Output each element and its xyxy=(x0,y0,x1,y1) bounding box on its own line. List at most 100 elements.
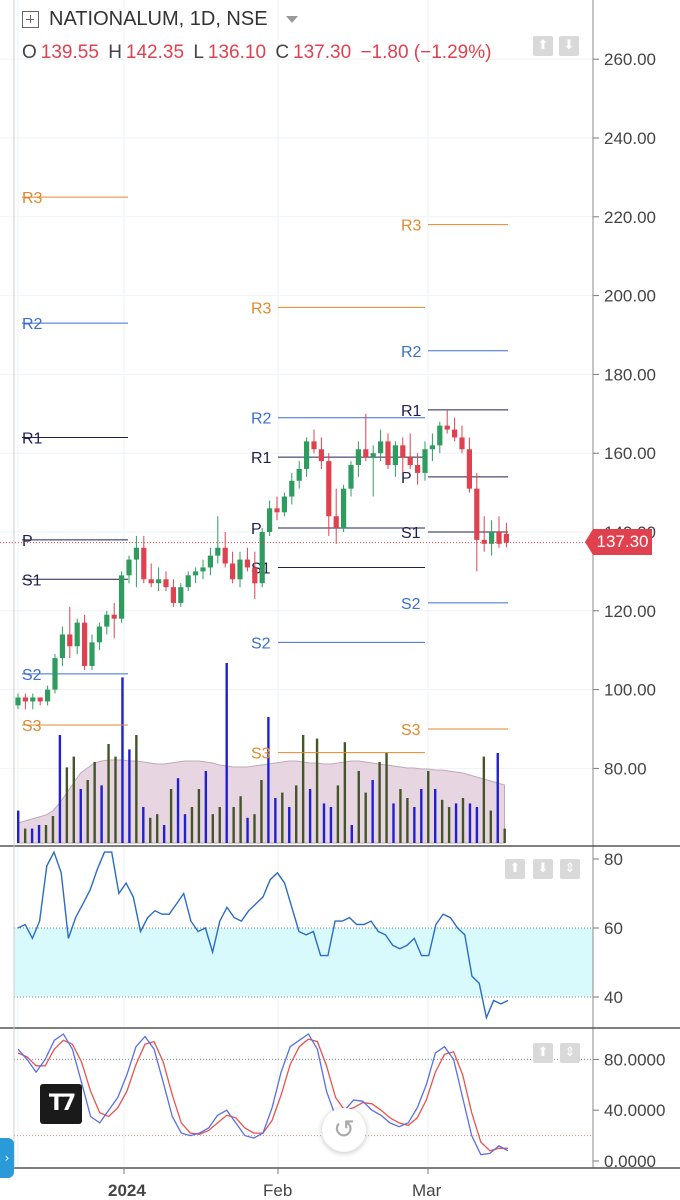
volume-bar xyxy=(58,735,62,843)
volume-bar xyxy=(232,807,235,843)
replay-icon[interactable]: ↺ xyxy=(322,1108,366,1152)
arrow-down-icon[interactable]: ⬇ xyxy=(533,859,553,879)
volume-bar xyxy=(468,803,472,843)
candle-body xyxy=(474,488,480,540)
arrow-up-icon[interactable]: ⬆ xyxy=(533,1043,553,1063)
volume-bar xyxy=(489,810,492,843)
volume-bar xyxy=(413,807,416,843)
candle-body xyxy=(141,547,147,580)
symbol-title[interactable]: NATIONALUM, 1D, NSE xyxy=(22,8,298,31)
pivot-label: S2 xyxy=(401,596,421,613)
volume-bar xyxy=(288,807,291,843)
volume-bar xyxy=(392,803,395,843)
candle-body xyxy=(259,532,265,584)
close-value: 137.30 xyxy=(293,42,352,63)
candle-body xyxy=(222,547,228,564)
candle-body xyxy=(407,457,413,466)
volume-bar xyxy=(44,825,48,843)
candle-body xyxy=(207,555,213,568)
settings-icon[interactable]: ⇕ xyxy=(560,859,580,879)
volume-bar xyxy=(37,825,41,843)
volume-bar xyxy=(211,814,214,843)
volume-bar xyxy=(482,756,486,843)
tradingview-logo-icon[interactable]: T7 xyxy=(40,1084,82,1124)
add-symbol-icon[interactable] xyxy=(22,11,39,28)
pivot-label: S1 xyxy=(401,525,421,542)
volume-bar xyxy=(30,828,34,843)
volume-bar xyxy=(281,792,284,843)
arrow-down-icon[interactable]: ⬇ xyxy=(559,36,579,56)
time-tick-label: 2024 xyxy=(108,1181,146,1200)
volume-bar xyxy=(17,810,20,843)
volume-bar xyxy=(454,803,458,843)
rsi-tick-label: 80 xyxy=(604,850,623,869)
rsi-tick-label: 40 xyxy=(604,988,623,1007)
candle-body xyxy=(89,642,95,666)
volume-bar xyxy=(371,780,374,843)
settings-icon[interactable]: ⇕ xyxy=(560,1043,580,1063)
volume-bar xyxy=(79,789,82,843)
pivot-label: S3 xyxy=(401,722,421,739)
volume-bar xyxy=(322,803,326,843)
candle-body xyxy=(503,533,509,543)
candle-body xyxy=(237,559,243,580)
dropdown-caret-icon[interactable] xyxy=(285,16,298,23)
pivot-label: R3 xyxy=(22,190,43,207)
candle-body xyxy=(459,437,465,450)
candle-body xyxy=(126,559,132,576)
pivot-label: R2 xyxy=(22,316,43,333)
volume-bar xyxy=(204,771,208,843)
price-tick-label: 200.00 xyxy=(604,287,656,306)
low-value: 136.10 xyxy=(207,42,267,63)
last-price-tag: 137.30 xyxy=(585,529,652,555)
volume-bar xyxy=(301,735,305,843)
pivot-label: R2 xyxy=(401,344,422,361)
candle-body xyxy=(45,689,51,702)
candle-body xyxy=(215,547,221,556)
volume-bar xyxy=(364,792,367,843)
candle-body xyxy=(111,614,117,619)
pivot-label: P xyxy=(401,470,412,487)
pivot-label: R1 xyxy=(22,430,43,447)
arrow-up-icon[interactable]: ⬆ xyxy=(533,36,553,56)
candlestick-series xyxy=(0,409,593,710)
volume-bar xyxy=(114,756,117,843)
rsi-pane: 80 60 40 xyxy=(14,850,623,1021)
candle-body xyxy=(341,488,347,529)
open-value: 139.55 xyxy=(40,42,99,63)
volume-bar xyxy=(315,738,319,843)
candle-body xyxy=(444,425,450,430)
volume-bar xyxy=(162,825,166,843)
volume-bar xyxy=(253,814,256,843)
volume-bar xyxy=(100,785,103,843)
time-tick-label: Feb xyxy=(263,1181,292,1200)
candle-body xyxy=(355,449,361,466)
volume-bar xyxy=(350,825,353,843)
price-tick-label: 80.00 xyxy=(604,759,647,778)
candle-body xyxy=(296,468,302,481)
candle-body xyxy=(489,532,495,544)
volume-bar xyxy=(93,762,96,843)
candle-body xyxy=(200,567,206,572)
candle-body xyxy=(437,425,443,446)
open-label: O xyxy=(22,42,37,63)
volume-bar xyxy=(197,789,201,843)
candle-body xyxy=(429,445,435,450)
pivot-label: S3 xyxy=(251,746,271,763)
rsi-line xyxy=(17,850,509,1021)
candle-body xyxy=(348,465,354,489)
volume-bar xyxy=(336,785,340,843)
candle-body xyxy=(378,441,384,454)
pivot-label: S2 xyxy=(22,667,42,684)
pivot-label: P xyxy=(251,521,262,538)
candle-body xyxy=(104,614,110,627)
volume-bar xyxy=(420,789,423,843)
price-tick-label: 260.00 xyxy=(604,50,656,69)
chevron-right-icon[interactable]: › xyxy=(0,1138,14,1178)
arrow-up-icon[interactable]: ⬆ xyxy=(505,859,525,879)
candle-body xyxy=(74,622,80,647)
candle-body xyxy=(67,634,73,647)
candle-body xyxy=(119,575,125,619)
volume-bar xyxy=(156,814,159,843)
